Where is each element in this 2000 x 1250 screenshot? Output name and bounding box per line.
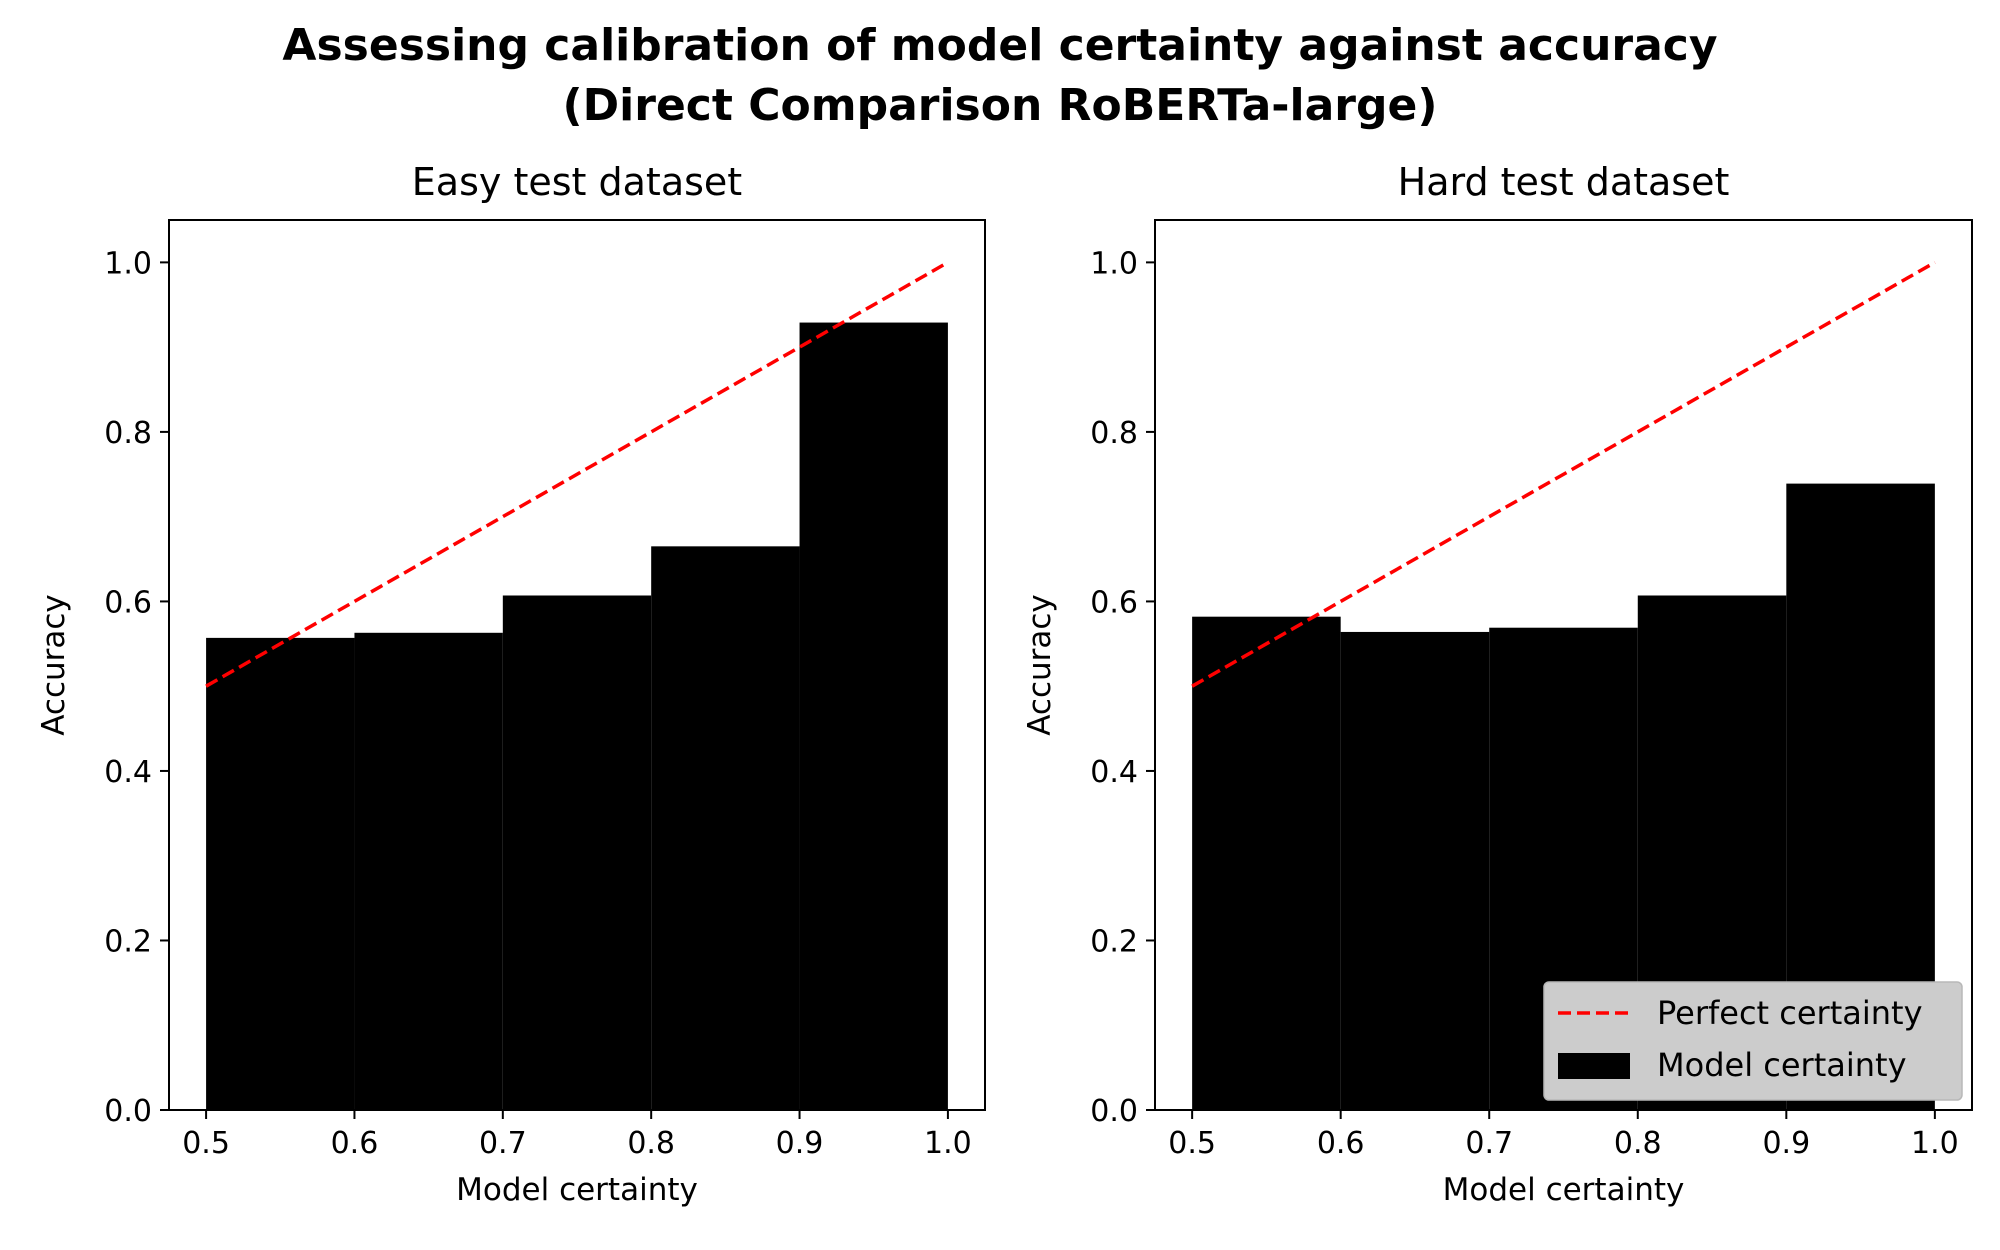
axes-frame <box>168 219 986 1111</box>
x-tick-label: 1.0 <box>1911 1126 1959 1161</box>
y-tick-label: 0.4 <box>1090 755 1138 790</box>
y-tick-label: 1.0 <box>104 246 152 281</box>
y-axis-label: Accuracy <box>1022 594 1058 736</box>
x-tick-label: 0.8 <box>1614 1126 1662 1161</box>
accuracy-bar <box>1192 616 1341 1110</box>
y-tick-label: 0.0 <box>1090 1094 1138 1129</box>
chart-panels: 0.5 0.6 0.7 0.8 0.9 1.0 0.0 0.2 0.4 0.6 0.8 1.0 Easy… <box>36 160 1973 1208</box>
x-tick-label: 0.7 <box>1465 1126 1513 1161</box>
y-tick-label: 0.6 <box>104 585 152 620</box>
figure-title-line2: (Direct Comparison RoBERTa-large) <box>563 80 1438 131</box>
legend-model-certainty-label: Model certainty <box>1657 1046 1907 1084</box>
perfect-certainty-line <box>1191 260 1936 688</box>
y-axis-label: Accuracy <box>36 594 72 736</box>
x-tick-label: 0.5 <box>182 1126 230 1161</box>
accuracy-bar <box>354 632 503 1110</box>
legend-model-certainty-swatch <box>1558 1053 1630 1079</box>
x-tick-label: 0.6 <box>1317 1126 1365 1161</box>
y-tick-label: 0.6 <box>1090 585 1138 620</box>
x-tick-label: 0.9 <box>1762 1126 1810 1161</box>
x-tick-label: 0.6 <box>331 1126 379 1161</box>
y-tick-label: 0.2 <box>104 924 152 959</box>
y-tick-label: 0.4 <box>104 755 152 790</box>
figure-title-line1: Assessing calibration of model certainty… <box>282 20 1717 71</box>
accuracy-bar <box>651 546 800 1110</box>
legend-box <box>1543 981 1963 1101</box>
x-axis-label: Model certainty <box>1443 1172 1685 1208</box>
accuracy-bar <box>206 637 355 1110</box>
chart-panel-hard: 0.5 0.6 0.7 0.8 0.9 1.0 0.0 0.2 0.4 0.6 0.8 1.0 Hard… <box>1022 160 1973 1208</box>
x-tick-label: 0.9 <box>776 1126 824 1161</box>
accuracy-bar <box>799 322 948 1110</box>
panel-title: Hard test dataset <box>1398 160 1730 204</box>
axes-frame <box>1154 219 1973 1111</box>
y-tick-label: 0.8 <box>1090 416 1138 451</box>
y-tick-label: 1.0 <box>1090 246 1138 281</box>
accuracy-bar <box>1340 631 1490 1110</box>
x-axis-label: Model certainty <box>456 1172 698 1208</box>
accuracy-bar <box>502 595 652 1110</box>
x-tick-label: 0.7 <box>479 1126 527 1161</box>
chart-panel-easy: 0.5 0.6 0.7 0.8 0.9 1.0 0.0 0.2 0.4 0.6 0.8 1.0 Easy… <box>36 160 986 1208</box>
legend: Perfect certainty Model certainty <box>1543 981 1963 1101</box>
y-tick-label: 0.8 <box>104 416 152 451</box>
perfect-certainty-line <box>205 260 949 688</box>
x-tick-label: 0.5 <box>1168 1126 1216 1161</box>
x-tick-label: 0.8 <box>627 1126 675 1161</box>
panel-title: Easy test dataset <box>412 160 742 204</box>
legend-perfect-certainty-label: Perfect certainty <box>1657 994 1923 1032</box>
x-tick-label: 1.0 <box>924 1126 972 1161</box>
y-tick-label: 0.2 <box>1090 924 1138 959</box>
y-tick-label: 0.0 <box>104 1094 152 1129</box>
